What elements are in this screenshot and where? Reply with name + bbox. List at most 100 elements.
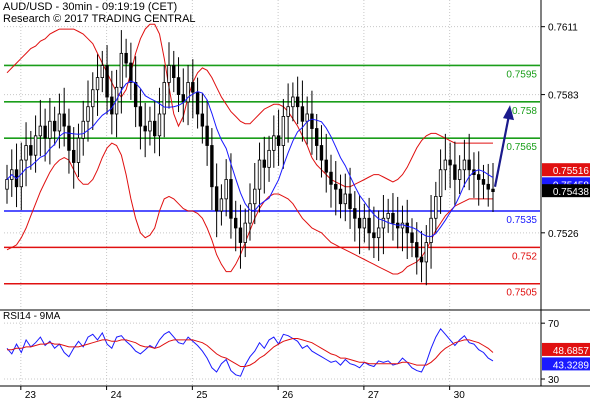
candle-body — [243, 222, 247, 243]
candle-body — [315, 128, 319, 146]
candle-body — [362, 217, 367, 229]
time-tick-label: 23 — [25, 390, 37, 400]
candle-body — [381, 217, 386, 229]
candle-body — [419, 256, 424, 263]
candle-body — [357, 217, 362, 229]
candle-body — [310, 113, 314, 129]
candle-body — [295, 96, 300, 108]
rsi-badge-label: 48.6857 — [553, 346, 590, 357]
forecast-arrow-shaft — [493, 114, 511, 187]
candle-body — [162, 82, 166, 115]
price-tick-label: 0.7611 — [548, 23, 578, 34]
candle-body — [33, 135, 38, 156]
candle-body — [29, 145, 33, 156]
candle-body — [200, 113, 205, 127]
candle-body — [457, 169, 462, 180]
price-tick-label: 0.7526 — [548, 229, 579, 240]
candlesticks — [5, 30, 495, 286]
candle-body — [138, 106, 143, 127]
candle-body — [129, 62, 133, 83]
candle-body — [43, 125, 47, 139]
candle-body — [424, 242, 428, 263]
price-axis: 0.76110.75830.75260.755160.754580.754387… — [0, 0, 590, 387]
candle-body — [329, 171, 333, 185]
level-label: 0.7565 — [506, 142, 537, 153]
price-badge — [542, 163, 590, 177]
copyright-notice: Research © 2017 TRADING CENTRAL — [3, 13, 196, 25]
candle-body — [38, 125, 43, 137]
candle-body — [272, 135, 276, 151]
candle-body — [5, 179, 9, 190]
candle-body — [481, 179, 486, 185]
candle-body — [410, 232, 414, 243]
candle-body — [176, 77, 181, 95]
candle-body — [367, 217, 371, 234]
candle-body — [119, 52, 124, 88]
rsi-tick-label: 70 — [548, 319, 560, 330]
candle-body — [305, 113, 309, 122]
candle-body — [438, 169, 443, 197]
candle-body — [453, 164, 457, 180]
candle-body — [486, 183, 490, 190]
time-tick-label: 24 — [111, 390, 123, 400]
candle-body — [167, 65, 171, 83]
rsi-panel — [6, 327, 494, 377]
candle-body — [214, 186, 219, 212]
rsi-tick-label: 30 — [548, 375, 560, 386]
candle-body — [100, 65, 104, 79]
candle-body — [229, 179, 233, 219]
chart-title: AUD/USD - 30min - 09:19:19 (CET) — [3, 1, 178, 13]
candle-body — [186, 82, 190, 103]
candle-body — [253, 188, 257, 205]
candle-body — [434, 196, 438, 219]
candle-body — [67, 125, 71, 151]
candle-body — [291, 96, 295, 108]
moving-average-line — [6, 80, 494, 238]
price-badge-label: 0.75516 — [553, 166, 590, 177]
candle-body — [105, 65, 109, 98]
candle-body — [391, 213, 395, 224]
time-tick-label: 26 — [282, 390, 294, 400]
time-tick-label: 30 — [454, 390, 466, 400]
candle-body — [62, 113, 66, 127]
candle-body — [334, 183, 338, 190]
candle-body — [429, 217, 433, 243]
candle-body — [72, 149, 76, 163]
price-tick-label: 0.7583 — [548, 91, 579, 102]
level-label: 0.7535 — [506, 215, 537, 226]
candle-body — [477, 174, 481, 180]
candle-body — [76, 137, 81, 163]
candle-body — [57, 113, 62, 132]
candle-body — [491, 188, 495, 192]
candle-body — [224, 179, 228, 200]
candle-body — [210, 145, 214, 188]
candle-body — [86, 106, 90, 122]
candle-body — [143, 125, 147, 132]
rsi-badge — [542, 342, 590, 356]
candle-body — [148, 120, 152, 132]
level-label: 0.752 — [512, 251, 537, 262]
candle-body — [81, 120, 85, 139]
candle-body — [353, 208, 357, 219]
candle-body — [219, 198, 224, 212]
time-tick-label: 27 — [368, 390, 380, 400]
candle-body — [415, 242, 419, 258]
moving-average — [6, 80, 494, 238]
forecast-arrow-head — [503, 105, 514, 121]
candle-body — [281, 116, 286, 146]
candle-body — [24, 145, 28, 161]
candle-body — [300, 106, 305, 122]
candle-body — [153, 120, 157, 137]
level-label: 0.758 — [512, 106, 537, 117]
candle-body — [234, 217, 238, 229]
candle-body — [286, 106, 290, 117]
rsi-title: RSI14 - 9MA — [3, 311, 61, 322]
rsi-ma-line — [7, 338, 494, 367]
candle-body — [267, 149, 271, 168]
candle-body — [448, 159, 452, 166]
candle-body — [443, 159, 448, 171]
rsi-badge — [542, 357, 590, 371]
candle-body — [348, 193, 352, 209]
price-badge-label: 0.75438 — [553, 187, 590, 198]
